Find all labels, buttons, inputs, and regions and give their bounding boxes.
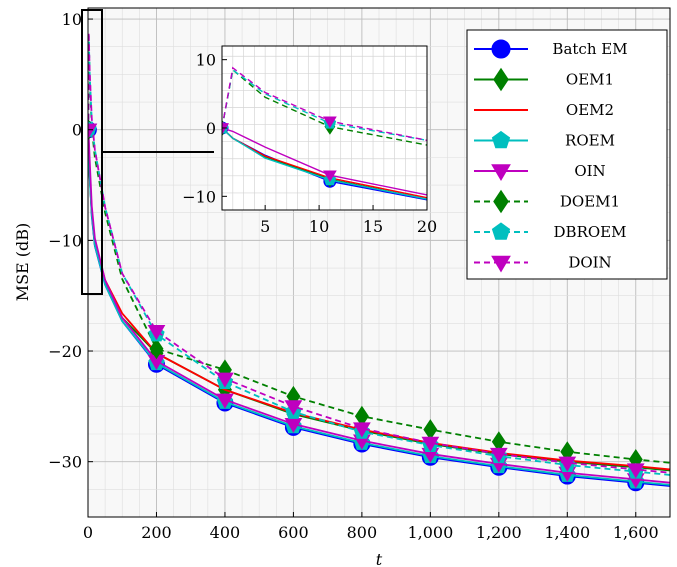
main-series [88,32,670,492]
series-marker [216,372,234,388]
legend-label: OEM2 [566,101,614,119]
y-tick-label: −20 [48,342,82,361]
legend-item: Batch EM [474,39,628,59]
legend-label: DOIN [568,254,611,272]
series-marker [216,393,234,409]
plot-frame [87,7,671,518]
inset-series-line [222,68,427,146]
series-marker [493,67,509,92]
legend-item: DOEM1 [474,189,620,214]
legend-item: ROEM [474,130,615,150]
series-marker [323,116,337,129]
y-tick-label: −30 [48,453,82,472]
inset-series [222,66,427,201]
y-tick-label: 10 [62,10,82,29]
legend-item: DBROEM [474,222,627,241]
legend-box [466,29,668,280]
series-line [88,129,670,484]
x-tick-label: 600 [278,523,309,542]
inset-y-tick-label: −10 [182,187,216,206]
series-marker [421,436,440,452]
x-tick-label: 1,600 [613,523,659,542]
legend-item: DOIN [474,254,612,273]
x-tick-label: 200 [141,523,172,542]
x-tick-label: 400 [210,523,241,542]
series-marker [493,189,509,214]
inset-y-tick-label: 0 [206,119,216,138]
inset-x-tick-label: 15 [363,217,383,236]
series-marker [284,400,303,416]
x-axis-label: t [376,550,383,567]
y-tick-label: 0 [72,121,82,140]
inset-y-tick-label: 10 [196,51,216,70]
series-marker [353,422,371,438]
inset-area [222,46,427,210]
series-marker [626,463,645,479]
legend-label: DBROEM [554,223,627,241]
inset-x-tick-label: 10 [309,217,329,236]
series-marker [323,170,337,183]
y-tick-label: −10 [48,231,82,250]
legend: Batch EM OEM1 OEM2 ROEM OIN DOEM1 DBROEM DOIN [474,39,628,273]
inset-series-line [222,127,427,200]
inset-series-line [222,66,427,141]
inset-series-line [222,127,427,196]
series-doin [88,32,670,479]
x-tick-label: 1,000 [407,523,453,542]
inset-x-tick-label: 20 [417,217,437,236]
series-marker [558,456,577,472]
series-marker [147,325,166,341]
legend-item: OEM2 [474,101,614,119]
inset-series-doin [222,66,427,141]
y-axis-label: MSE (dB) [13,223,32,302]
legend-item: OIN [474,162,606,181]
legend-label: DOEM1 [560,193,620,211]
inset-series-line [222,68,427,141]
x-tick-label: 1,200 [476,523,522,542]
legend-item: OEM1 [474,67,614,92]
inset-ticks: 5 10 15 20 10 0 −10 [182,51,437,236]
series-marker [491,222,511,240]
series-marker [491,130,511,149]
legend-label: OIN [574,162,605,180]
x-tick-label: 1,400 [544,523,590,542]
legend-label: OEM1 [566,71,614,89]
x-tick-label: 0 [83,523,93,542]
inset-x-tick-label: 5 [260,217,270,236]
series-marker [222,123,229,135]
series-marker [489,447,508,463]
series-line [88,32,670,474]
series-marker [491,164,511,181]
main-ticks: 0 200 400 600 800 1,000 1,200 1,400 1,600100−10−… [48,10,658,542]
series-marker [491,255,511,273]
legend-label: Batch EM [552,40,627,58]
series-marker [491,39,511,59]
x-tick-label: 800 [347,523,378,542]
series-marker [149,338,164,360]
legend-label: ROEM [565,132,615,150]
